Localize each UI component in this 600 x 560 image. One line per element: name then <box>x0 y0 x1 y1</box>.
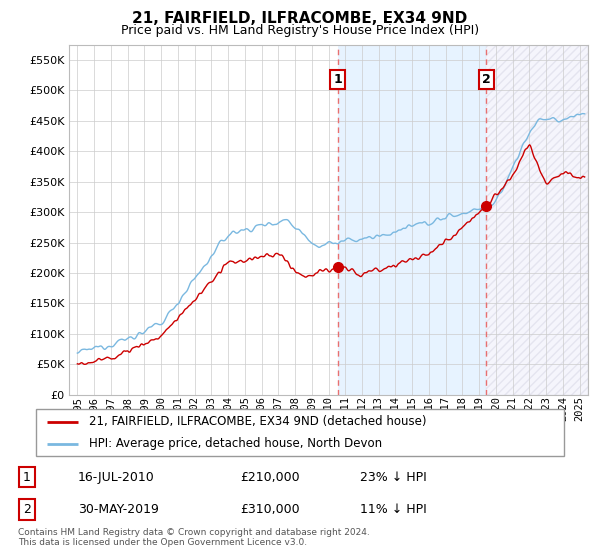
Text: 23% ↓ HPI: 23% ↓ HPI <box>360 471 427 484</box>
Text: 1: 1 <box>333 73 342 86</box>
Text: 11% ↓ HPI: 11% ↓ HPI <box>360 503 427 516</box>
Text: 1: 1 <box>23 471 31 484</box>
Text: HPI: Average price, detached house, North Devon: HPI: Average price, detached house, Nort… <box>89 437 382 450</box>
Text: Price paid vs. HM Land Registry's House Price Index (HPI): Price paid vs. HM Land Registry's House … <box>121 24 479 36</box>
Text: 21, FAIRFIELD, ILFRACOMBE, EX34 9ND: 21, FAIRFIELD, ILFRACOMBE, EX34 9ND <box>133 11 467 26</box>
Bar <box>338 45 486 395</box>
Text: 16-JUL-2010: 16-JUL-2010 <box>78 471 155 484</box>
Text: £310,000: £310,000 <box>240 503 299 516</box>
FancyBboxPatch shape <box>36 409 564 456</box>
Text: 2: 2 <box>482 73 490 86</box>
Text: Contains HM Land Registry data © Crown copyright and database right 2024.
This d: Contains HM Land Registry data © Crown c… <box>18 528 370 547</box>
Text: 2: 2 <box>23 503 31 516</box>
Bar <box>486 45 588 395</box>
Text: 21, FAIRFIELD, ILFRACOMBE, EX34 9ND (detached house): 21, FAIRFIELD, ILFRACOMBE, EX34 9ND (det… <box>89 415 426 428</box>
Text: 30-MAY-2019: 30-MAY-2019 <box>78 503 159 516</box>
Text: £210,000: £210,000 <box>240 471 299 484</box>
